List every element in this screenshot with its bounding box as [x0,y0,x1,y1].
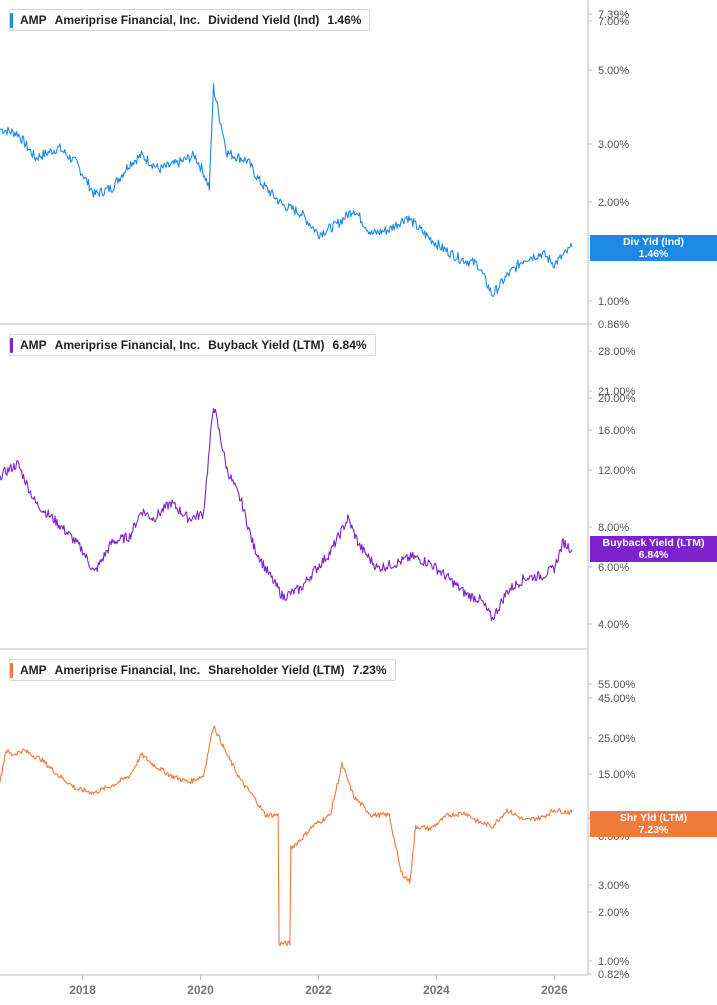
y-tick-label: 7.00% [598,16,629,28]
series-line [0,83,573,297]
tag-label: Div Yld (Ind) [622,236,685,248]
legend-dividend-yield: AMP Ameriprise Financial, Inc. Dividend … [9,9,371,31]
legend-color-bar [10,338,13,353]
y-tick-label: 20.00% [598,393,636,405]
y-tick-label: 55.00% [598,679,636,691]
legend-ticker: AMP [20,13,47,27]
y-tick-label: 16.00% [598,425,636,437]
legend-color-bar [10,663,13,678]
y-tick-label: 4.00% [598,619,629,631]
y-tick-label: 15.00% [598,769,636,781]
y-tick-label: 8.00% [598,522,629,534]
y-tick-label: 25.00% [598,733,636,745]
legend-value: 7.23% [352,663,387,677]
x-tick-label: 2024 [423,983,450,997]
legend-value: 1.46% [327,13,362,27]
legend-shareholder-yield: AMP Ameriprise Financial, Inc. Sharehold… [9,659,396,681]
legend-metric: Dividend Yield (Ind) [208,13,320,27]
last-value-tag-shareholder: Shr Yld (LTM) 7.23% [590,811,717,837]
tag-label: Shr Yld (LTM) [619,812,688,824]
x-tick-label: 2020 [187,983,214,997]
tag-value: 7.23% [638,824,669,836]
last-value-tag-buyback: Buyback Yield (LTM) 6.84% [590,536,717,562]
tag-label: Buyback Yield (LTM) [602,537,705,549]
y-tick-label: 28.00% [598,346,636,358]
legend-metric: Buyback Yield (LTM) [208,338,325,352]
legend-buyback-yield: AMP Ameriprise Financial, Inc. Buyback Y… [9,334,376,356]
x-tick-label: 2022 [305,983,332,997]
y-tick-label: 0.86% [598,319,629,331]
tag-value: 6.84% [638,549,669,561]
tag-value: 1.46% [638,248,669,260]
x-tick-label: 2026 [541,983,568,997]
y-tick-label: 6.00% [598,562,629,574]
y-tick-label: 0.82% [598,969,629,981]
legend-ticker: AMP [20,663,47,677]
y-tick-label: 5.00% [598,65,629,77]
series-line [0,725,573,947]
x-tick-label: 2018 [69,983,96,997]
y-tick-label: 2.00% [598,197,629,209]
legend-value: 6.84% [332,338,367,352]
y-tick-label: 3.00% [598,139,629,151]
last-value-tag-dividend: Div Yld (Ind) 1.46% [590,235,717,261]
legend-color-bar [10,13,13,28]
y-tick-label: 1.00% [598,296,629,308]
legend-company: Ameriprise Financial, Inc. [54,338,201,352]
y-tick-label: 1.00% [598,956,629,968]
y-tick-label: 2.00% [598,907,629,919]
legend-ticker: AMP [20,338,47,352]
y-tick-label: 3.00% [598,880,629,892]
y-tick-label: 7.39% [598,9,629,21]
legend-company: Ameriprise Financial, Inc. [54,663,201,677]
y-tick-label: 45.00% [598,693,636,705]
y-tick-label: 21.00% [598,386,636,398]
series-line [0,407,573,621]
legend-metric: Shareholder Yield (LTM) [208,663,345,677]
y-tick-label: 12.00% [598,465,636,477]
legend-company: Ameriprise Financial, Inc. [54,13,201,27]
